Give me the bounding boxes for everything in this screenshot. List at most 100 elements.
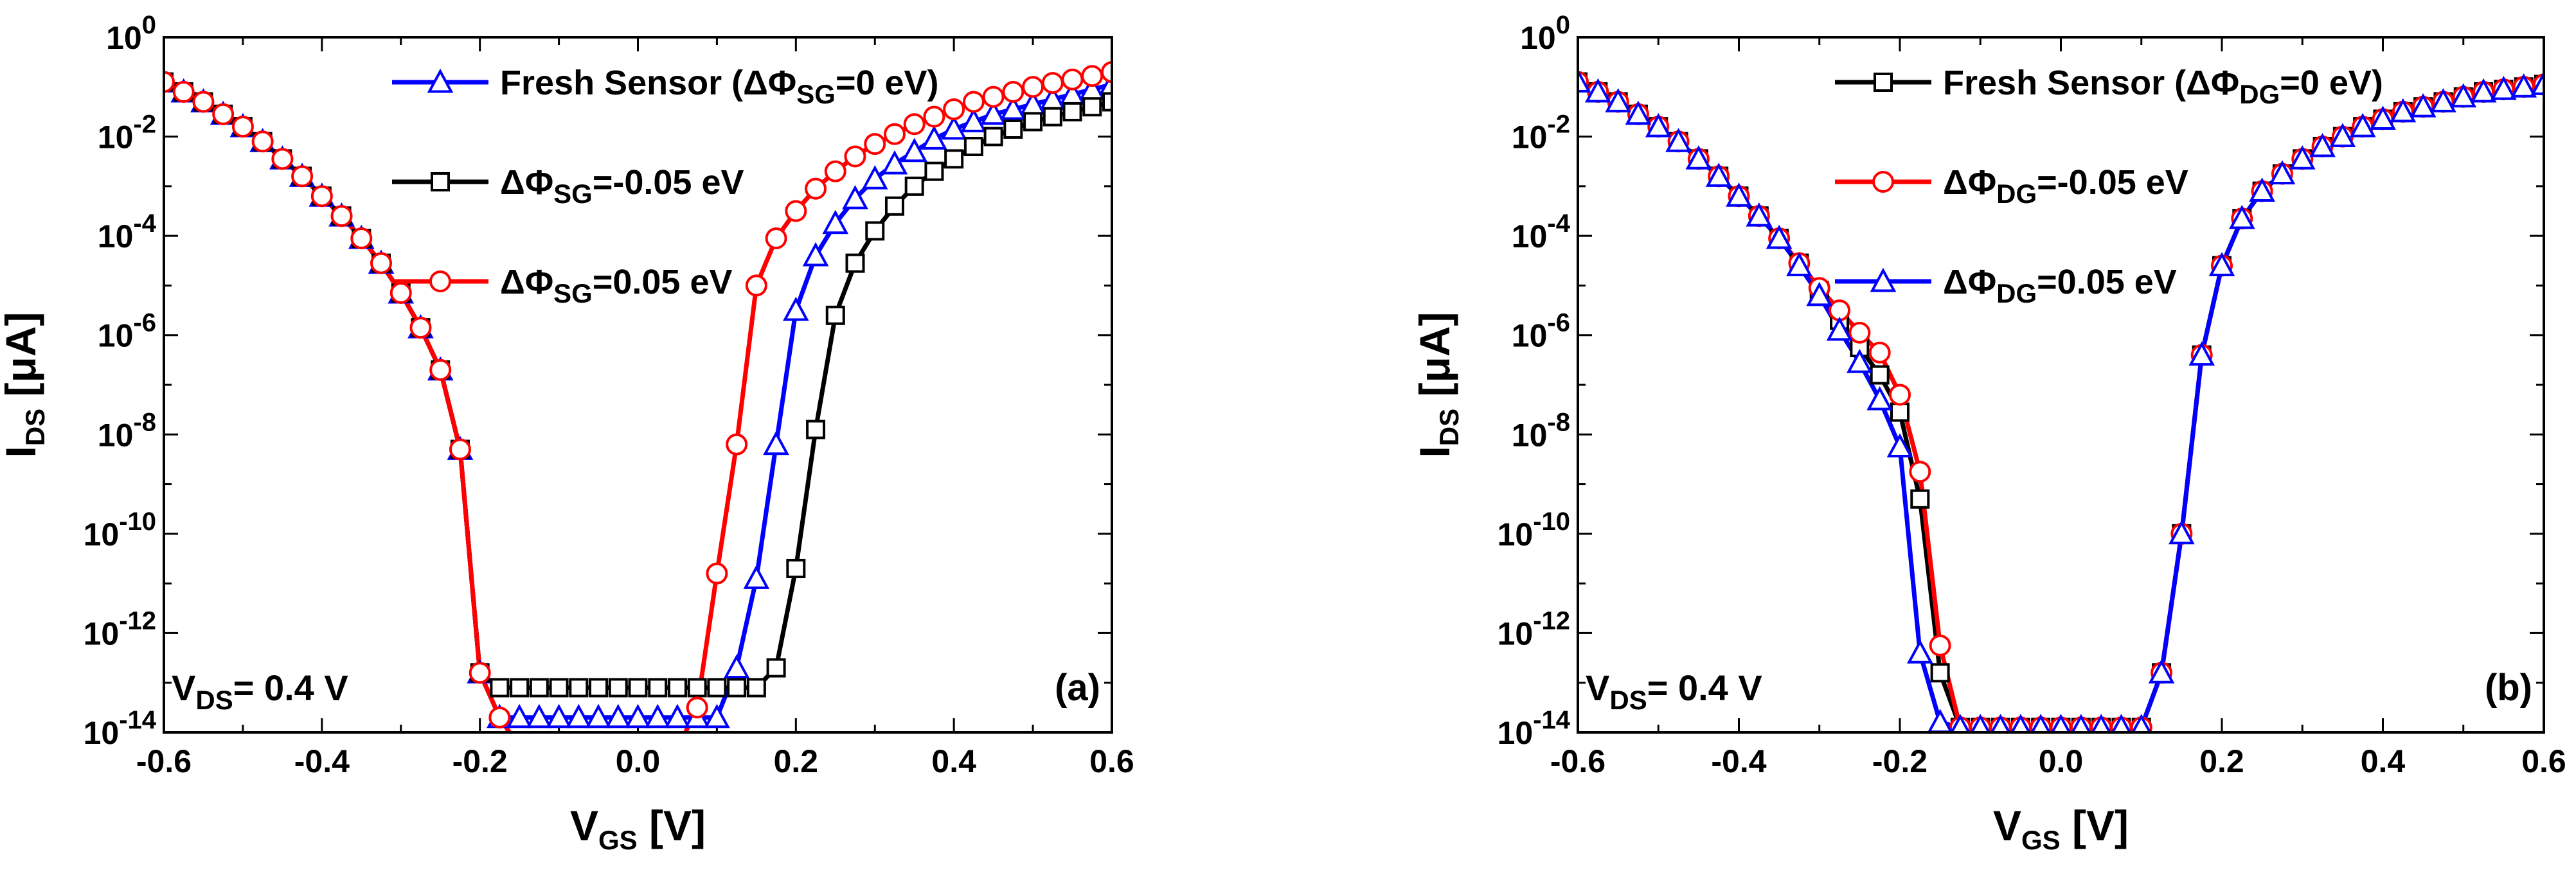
data-point-circle (164, 71, 175, 93)
data-point-circle (785, 200, 807, 222)
y-tick-exponent: -8 (1547, 408, 1570, 436)
data-point-triangle (605, 703, 632, 729)
data-point-triangle (506, 703, 533, 729)
data-point-square (1890, 402, 1910, 422)
y-axis-title-main: I (1411, 446, 1458, 457)
vds-annotation-sub: DS (1609, 685, 1647, 715)
vds-annotation: VDS= 0.4 V (1586, 668, 1762, 715)
data-point-triangle (1970, 714, 1990, 732)
vds-annotation-rest: = 0.4 V (1647, 668, 1762, 708)
x-tick-label: -0.2 (452, 743, 508, 779)
data-point-triangle (1786, 252, 1812, 276)
x-tick-label: 0.2 (2199, 743, 2244, 779)
data-point-circle (982, 85, 1005, 108)
data-point-triangle (2148, 659, 2175, 684)
legend-label-prefix: ΔΦ (1943, 263, 1996, 301)
data-point-square (904, 176, 924, 196)
legend-label-prefix: ΔΦ (1943, 163, 1996, 202)
data-point-circle (350, 227, 373, 250)
data-point-square (746, 678, 766, 698)
panel-label: (a) (1055, 667, 1100, 709)
data-point-circle (1929, 634, 1951, 657)
data-point-triangle (2111, 714, 2132, 732)
legend-item: ΔΦDG=-0.05 eV (1835, 163, 2188, 209)
legend-label-suffix: =-0.05 eV (593, 163, 744, 202)
legend-label-suffix: =-0.05 eV (2037, 163, 2188, 202)
data-point-circle (1848, 321, 1871, 344)
legend-label-sub: DG (2239, 79, 2280, 109)
x-axis-title-sub: GS (598, 825, 638, 855)
data-point-circle (805, 177, 827, 200)
data-point-circle (291, 165, 314, 188)
data-point-circle (726, 433, 748, 455)
y-tick-label: 10-6 (1512, 309, 1570, 354)
data-point-triangle (644, 703, 671, 729)
y-tick-exponent: -10 (119, 508, 156, 536)
x-axis-title-main: V (1993, 802, 2021, 849)
y-axis-title-unit: [μA] (0, 312, 44, 408)
data-point-triangle (861, 165, 888, 190)
data-point-circle (449, 438, 471, 461)
vds-annotation-main: V (172, 668, 195, 708)
data-point-triangle (1578, 68, 1591, 93)
legend-label-sub: SG (553, 179, 593, 209)
data-point-circle (530, 740, 549, 759)
y-tick-exponent: -12 (1533, 606, 1570, 635)
data-point-triangle (1927, 709, 1953, 732)
data-point-triangle (546, 703, 572, 729)
data-point-circle (844, 145, 866, 168)
data-point-square (766, 658, 786, 678)
data-point-triangle (1826, 316, 1853, 341)
data-point-triangle (1665, 128, 1692, 152)
data-point-triangle (1605, 88, 1631, 112)
data-point-circle (686, 696, 708, 719)
data-point-square (608, 678, 628, 698)
data-point-circle (1022, 76, 1044, 98)
legend: Fresh Sensor (ΔΦDG=0 eV)ΔΦDG=-0.05 eVΔΦD… (1835, 64, 2383, 308)
data-point-square (569, 678, 589, 698)
panel-label: (b) (2485, 667, 2532, 709)
vds-annotation-rest: = 0.4 V (233, 668, 348, 708)
y-tick-exponent: -8 (133, 408, 156, 436)
data-point-triangle (723, 654, 750, 678)
y-tick-base: 10 (98, 119, 134, 155)
y-tick-exponent: -10 (1533, 508, 1570, 536)
data-point-triangle (782, 296, 809, 321)
data-point-square (1930, 663, 1950, 683)
y-tick-base: 10 (1498, 517, 1534, 553)
y-tick-label: 10-2 (98, 111, 156, 155)
data-point-triangle (2169, 520, 2195, 545)
data-point-triangle (2430, 88, 2456, 112)
y-tick-base: 10 (1512, 119, 1548, 155)
x-tick-label: 0.0 (2039, 743, 2084, 779)
y-tick-base: 10 (98, 218, 134, 254)
y-tick-label: 10-12 (1498, 606, 1570, 651)
legend-label: Fresh Sensor (ΔΦDG=0 eV) (1943, 64, 2383, 109)
data-point-triangle (2050, 714, 2071, 732)
x-tick-label: 0.4 (931, 743, 976, 779)
data-point-triangle (2228, 204, 2255, 229)
data-point-triangle (802, 242, 829, 267)
legend-swatch-marker (431, 172, 450, 191)
data-point-triangle (2349, 112, 2376, 137)
x-axis-title-sub: GS (2021, 825, 2061, 855)
y-tick-base: 10 (84, 517, 120, 553)
legend-label-sub: DG (1996, 278, 2037, 308)
data-point-triangle (1990, 714, 2011, 732)
legend-swatch-marker (427, 68, 454, 93)
data-point-triangle (881, 150, 908, 175)
data-point-circle (903, 113, 926, 136)
data-point-triangle (1866, 385, 1893, 411)
x-tick-label: 0.0 (616, 743, 661, 779)
y-tick-exponent: -2 (1547, 111, 1570, 139)
y-tick-label: 10-10 (1498, 508, 1570, 553)
data-point-triangle (1685, 145, 1712, 170)
data-point-triangle (526, 703, 553, 729)
data-point-square (983, 127, 1003, 146)
y-tick-exponent: -6 (133, 309, 156, 337)
x-axis-title: VGS [V] (570, 802, 706, 855)
y-tick-label: 10-4 (1512, 209, 1571, 254)
data-point-triangle (2030, 714, 2051, 732)
data-point-triangle (1625, 100, 1652, 125)
